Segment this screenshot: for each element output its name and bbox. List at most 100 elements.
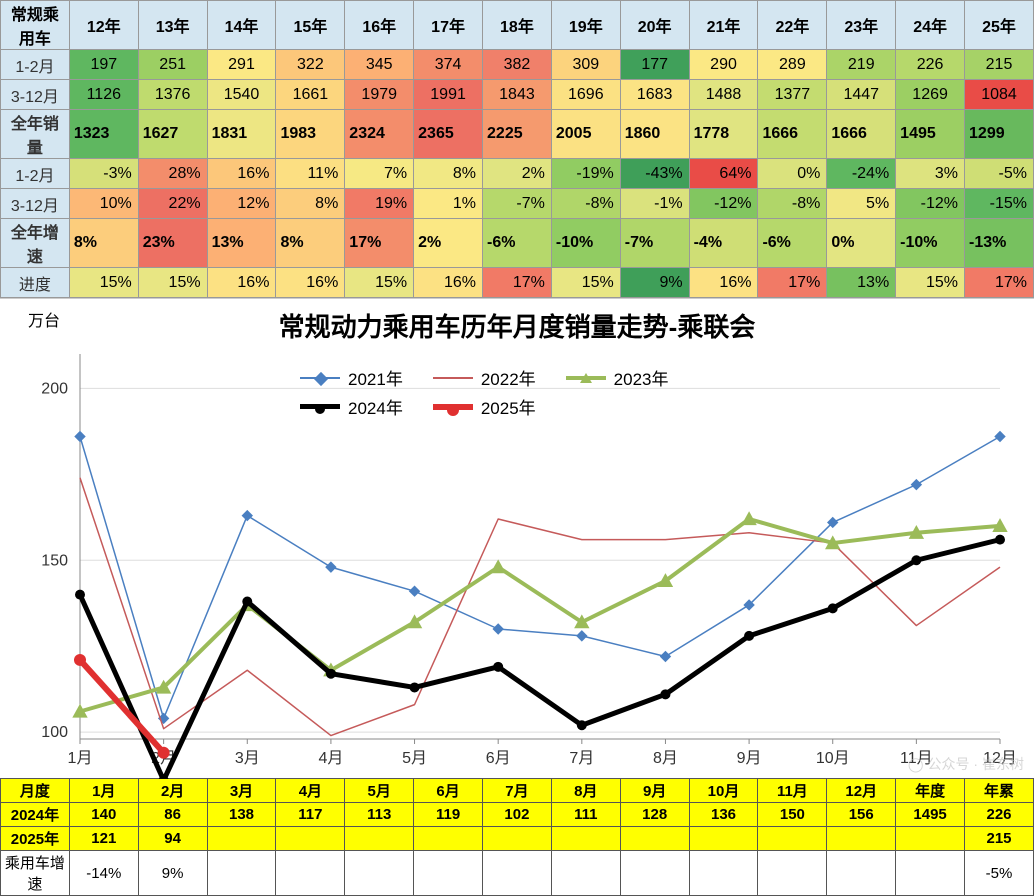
heat-cell: 345 bbox=[345, 50, 414, 80]
heat-cell: 197 bbox=[69, 50, 138, 80]
bottom-cell bbox=[483, 827, 552, 851]
bottom-cell bbox=[276, 827, 345, 851]
heat-cell: 2% bbox=[414, 219, 483, 268]
bottom-cell: 111 bbox=[551, 803, 620, 827]
heat-cell: 64% bbox=[689, 159, 758, 189]
heat-cell: 8% bbox=[276, 219, 345, 268]
bottom-cell bbox=[827, 827, 896, 851]
legend-label: 2022年 bbox=[481, 365, 536, 390]
svg-text:3月: 3月 bbox=[235, 750, 260, 767]
heat-cell: 2365 bbox=[414, 110, 483, 159]
heat-cell: 1488 bbox=[689, 80, 758, 110]
bottom-cell bbox=[207, 827, 276, 851]
heat-year-header: 20年 bbox=[620, 1, 689, 50]
legend-item: 2023年 bbox=[566, 365, 669, 390]
heat-cell: 1299 bbox=[965, 110, 1034, 159]
heat-cell: -7% bbox=[620, 219, 689, 268]
bottom-row-label: 2025年 bbox=[1, 827, 70, 851]
bottom-cell: -14% bbox=[69, 851, 138, 896]
heat-header-row: 常规乘用车 12年13年14年15年16年17年18年19年20年21年22年2… bbox=[1, 1, 1034, 50]
heat-year-header: 13年 bbox=[138, 1, 207, 50]
bottom-cell bbox=[758, 827, 827, 851]
bottom-table: 月度1月2月3月4月5月6月7月8月9月10月11月12月年度年累 2024年1… bbox=[0, 778, 1034, 896]
bottom-row-label: 2024年 bbox=[1, 803, 70, 827]
bottom-cell: 136 bbox=[689, 803, 758, 827]
bottom-row: 2024年14086138117113119102111128136150156… bbox=[1, 803, 1034, 827]
legend-item: 2022年 bbox=[433, 365, 536, 390]
heat-cell: 17% bbox=[345, 219, 414, 268]
heat-cell: 1323 bbox=[69, 110, 138, 159]
legend-label: 2021年 bbox=[348, 365, 403, 390]
heat-cell: 1084 bbox=[965, 80, 1034, 110]
bottom-cell bbox=[689, 827, 758, 851]
heat-row-label: 进度 bbox=[1, 268, 70, 298]
heat-row-label: 1-2月 bbox=[1, 50, 70, 80]
bottom-cell bbox=[345, 851, 414, 896]
bottom-cell: 102 bbox=[483, 803, 552, 827]
heat-cell: 215 bbox=[965, 50, 1034, 80]
heat-cell: 8% bbox=[69, 219, 138, 268]
heat-year-header: 15年 bbox=[276, 1, 345, 50]
bottom-cell bbox=[551, 827, 620, 851]
heat-cell: -15% bbox=[965, 189, 1034, 219]
heat-cell: 17% bbox=[965, 268, 1034, 298]
heat-cell: 8% bbox=[414, 159, 483, 189]
heat-cell: 1% bbox=[414, 189, 483, 219]
svg-text:4月: 4月 bbox=[318, 750, 343, 767]
heat-cell: 16% bbox=[689, 268, 758, 298]
heat-row: 全年销量132316271831198323242365222520051860… bbox=[1, 110, 1034, 159]
bottom-row: 2025年12194215 bbox=[1, 827, 1034, 851]
legend-item: 2024年 bbox=[300, 394, 403, 419]
heat-cell: 2225 bbox=[483, 110, 552, 159]
heat-cell: 1661 bbox=[276, 80, 345, 110]
heat-cell: -4% bbox=[689, 219, 758, 268]
heat-cell: 15% bbox=[69, 268, 138, 298]
heat-year-header: 14年 bbox=[207, 1, 276, 50]
bottom-cell bbox=[276, 851, 345, 896]
heat-cell: 5% bbox=[827, 189, 896, 219]
heat-cell: 2324 bbox=[345, 110, 414, 159]
bottom-header-cell: 年累 bbox=[965, 779, 1034, 803]
heat-cell: 1376 bbox=[138, 80, 207, 110]
heat-cell: 22% bbox=[138, 189, 207, 219]
svg-text:6月: 6月 bbox=[486, 750, 511, 767]
heat-cell: 10% bbox=[69, 189, 138, 219]
heat-cell: -1% bbox=[620, 189, 689, 219]
heat-cell: 1377 bbox=[758, 80, 827, 110]
heat-cell: 11% bbox=[276, 159, 345, 189]
bottom-cell bbox=[207, 851, 276, 896]
heat-cell: 13% bbox=[207, 219, 276, 268]
bottom-cell: 119 bbox=[414, 803, 483, 827]
heat-cell: 1683 bbox=[620, 80, 689, 110]
bottom-cell: 128 bbox=[620, 803, 689, 827]
heat-cell: -5% bbox=[965, 159, 1034, 189]
heat-cell: 1627 bbox=[138, 110, 207, 159]
heat-row: 全年增速8%23%13%8%17%2%-6%-10%-7%-4%-6%0%-10… bbox=[1, 219, 1034, 268]
bottom-cell bbox=[689, 851, 758, 896]
heat-cell: 9% bbox=[620, 268, 689, 298]
heat-row: 3-12月10%22%12%8%19%1%-7%-8%-1%-12%-8%5%-… bbox=[1, 189, 1034, 219]
heat-cell: 0% bbox=[758, 159, 827, 189]
heat-cell: 322 bbox=[276, 50, 345, 80]
heat-row-label: 3-12月 bbox=[1, 80, 70, 110]
wechat-icon: ◯ bbox=[908, 756, 924, 773]
heat-cell: 1778 bbox=[689, 110, 758, 159]
heat-cell: 15% bbox=[345, 268, 414, 298]
heat-cell: 177 bbox=[620, 50, 689, 80]
bottom-cell bbox=[827, 851, 896, 896]
heat-row: 1-2月-3%28%16%11%7%8%2%-19%-43%64%0%-24%3… bbox=[1, 159, 1034, 189]
chart-legend: 2021年2022年2023年2024年2025年 bbox=[300, 365, 720, 423]
watermark: ◯ 公众号 · 崔东树 bbox=[908, 754, 1024, 774]
bottom-header-cell: 2月 bbox=[138, 779, 207, 803]
bottom-row: 乘用车增速-14%9%-5% bbox=[1, 851, 1034, 896]
bottom-header-cell: 1月 bbox=[69, 779, 138, 803]
heat-cell: 7% bbox=[345, 159, 414, 189]
heat-cell: 374 bbox=[414, 50, 483, 80]
bottom-header-cell: 11月 bbox=[758, 779, 827, 803]
heat-row: 1-2月197251291322345374382309177290289219… bbox=[1, 50, 1034, 80]
heat-row: 进度15%15%16%16%15%16%17%15%9%16%17%13%15%… bbox=[1, 268, 1034, 298]
bottom-cell: 226 bbox=[965, 803, 1034, 827]
bottom-header-cell: 12月 bbox=[827, 779, 896, 803]
bottom-cell: 9% bbox=[138, 851, 207, 896]
heat-cell: -3% bbox=[69, 159, 138, 189]
